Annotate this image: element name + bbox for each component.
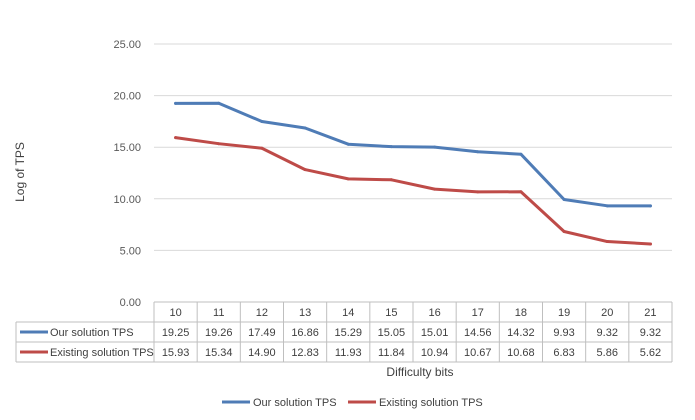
data-label: 5.62 [640,347,661,359]
data-label: 10.94 [421,347,449,359]
data-label: 15.01 [421,327,449,339]
data-label: 6.83 [553,347,574,359]
data-point [562,230,566,234]
data-label: 14.32 [507,327,535,339]
gridlines [154,43,672,303]
x-tick-label: 11 [213,307,224,319]
series-line [174,136,652,246]
legend: Our solution TPS Existing solution TPS [222,397,483,409]
x-tick-label: 14 [342,307,354,319]
table-series-label: Our solution TPS [50,327,134,339]
data-label: 12.83 [291,347,319,359]
y-tick-label: 0.00 [120,297,141,309]
data-label: 19.25 [162,327,190,339]
legend-label: Our solution TPS [253,397,337,409]
data-point [648,204,652,208]
y-tick-label: 25.00 [113,39,141,51]
data-label: 10.67 [464,347,492,359]
data-label: 15.93 [162,347,190,359]
x-tick-label: 16 [428,307,440,319]
data-point [476,190,480,194]
data-point [346,142,350,146]
data-point [174,136,178,140]
data-point [389,178,393,182]
data-label: 14.90 [248,347,276,359]
data-point [605,240,609,244]
series-lines [174,101,652,246]
data-label: 16.86 [291,327,319,339]
x-tick-label: 15 [385,307,397,319]
table-series-label: Existing solution TPS [50,347,154,359]
data-point [217,142,221,146]
data-label: 17.49 [248,327,276,339]
data-point [260,146,264,150]
y-axis-title: Log of TPS [13,142,27,202]
data-point [303,126,307,130]
legend-label: Existing solution TPS [379,397,483,409]
data-point [303,168,307,172]
data-label: 10.68 [507,347,535,359]
data-point [217,101,221,105]
x-tick-label: 12 [256,307,268,319]
data-label: 15.34 [205,347,233,359]
data-label: 15.29 [334,327,362,339]
x-tick-label: 20 [601,307,613,319]
y-tick-label: 5.00 [120,245,141,257]
x-tick-label: 18 [515,307,527,319]
data-point [519,190,523,194]
x-tick-label: 13 [299,307,311,319]
data-point [433,145,437,149]
data-label: 9.32 [640,327,661,339]
data-label: 11.93 [335,347,362,359]
data-point [433,187,437,191]
data-label: 9.32 [597,327,618,339]
data-point [605,204,609,208]
data-point [260,120,264,124]
data-point [174,101,178,105]
y-tick-label: 20.00 [113,91,141,103]
data-table: 10 11 12 13 14 15 16 17 18 19 20 21 Our solution TPS… [15,301,673,363]
y-tick-label: 15.00 [113,142,141,154]
x-tick-label: 21 [644,307,656,319]
y-axis-ticks: 0.00 5.00 10.00 15.00 20.00 25.00 [113,39,141,309]
data-point [562,198,566,202]
data-point [519,152,523,156]
x-tick-label: 10 [169,307,181,319]
data-point [389,145,393,149]
data-label: 9.93 [553,327,574,339]
series-line [174,101,652,208]
x-tick-label: 17 [472,307,484,319]
data-point [648,242,652,246]
data-point [346,177,350,181]
data-point [476,150,480,154]
data-label: 11.84 [378,347,405,359]
data-label: 19.26 [205,327,233,339]
x-tick-label: 19 [558,307,570,319]
y-tick-label: 10.00 [113,194,141,206]
data-label: 15.05 [378,327,406,339]
data-label: 5.86 [597,347,618,359]
x-axis-title: Difficulty bits [386,365,453,379]
data-label: 14.56 [464,327,492,339]
